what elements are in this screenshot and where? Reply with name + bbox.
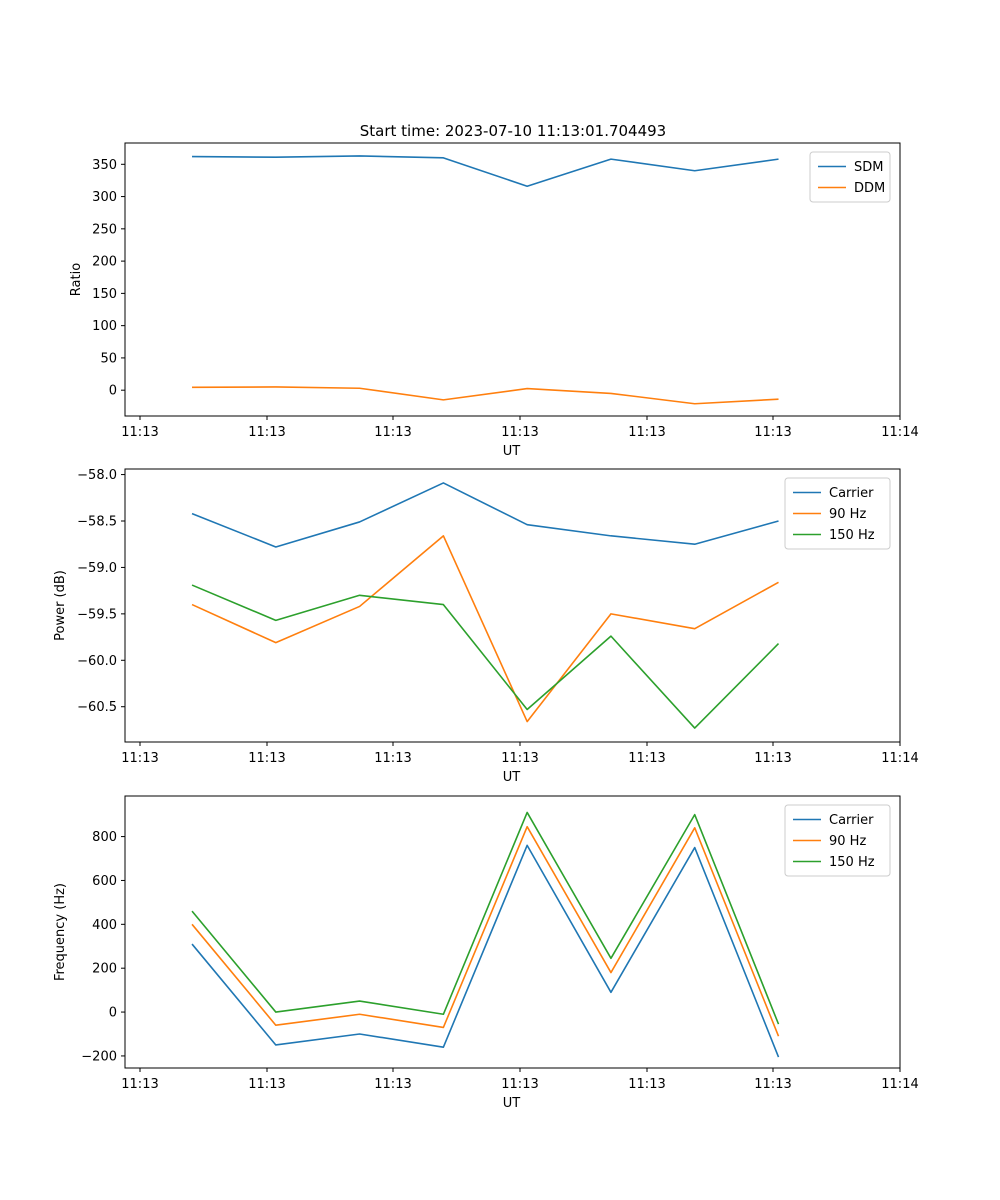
x-tick-label: 11:14 <box>881 425 918 440</box>
y-tick-label: 200 <box>92 962 117 977</box>
plot-frame <box>124 142 901 417</box>
y-axis-label: Power (dB) <box>53 570 68 641</box>
y-tick-label: −59.0 <box>77 561 117 576</box>
x-tick-label: 11:13 <box>628 425 665 440</box>
y-axis-label: Ratio <box>69 263 84 296</box>
y-tick-label: 200 <box>92 255 117 270</box>
panel-3: 11:13 11:13 11:13 11:13 11:13 11:13 11:14 −200 0… <box>53 795 919 1111</box>
y-tick-label: 300 <box>92 190 117 205</box>
y-tick-label: −200 <box>81 1049 117 1064</box>
y-tick-label: −59.5 <box>77 607 117 622</box>
series-carrier <box>191 844 780 1058</box>
y-tick-label: 350 <box>92 158 117 173</box>
legend: SDM DDM <box>809 151 891 203</box>
legend: Carrier 90 Hz 150 Hz <box>784 477 891 550</box>
chart-title: Start time: 2023-07-10 11:13:01.704493 <box>360 122 666 140</box>
series-line <box>191 584 780 729</box>
legend-box <box>784 804 891 877</box>
series-ddm <box>192 386 779 405</box>
series-90-hz <box>191 535 779 723</box>
panel-1: 11:13 11:13 11:13 11:13 11:13 11:13 11:14 0 50 10… <box>69 142 919 459</box>
series-line <box>191 535 779 723</box>
legend-label: 150 Hz <box>829 855 875 870</box>
x-tick-label: 11:13 <box>501 751 538 766</box>
legend: Carrier 90 Hz 150 Hz <box>784 804 891 877</box>
series-150-hz <box>191 584 780 729</box>
x-tick-label: 11:13 <box>754 425 791 440</box>
x-tick-label: 11:13 <box>121 1077 158 1092</box>
series-line <box>192 386 779 405</box>
x-tick-label: 11:13 <box>628 1077 665 1092</box>
x-tick-label: 11:13 <box>628 751 665 766</box>
x-axis-label: UT <box>503 444 521 459</box>
x-tick-label: 11:13 <box>374 1077 411 1092</box>
x-tick-label: 11:13 <box>248 425 285 440</box>
y-tick-label: 0 <box>109 1006 117 1021</box>
y-tick-label: 600 <box>92 874 117 889</box>
x-axis-label: UT <box>503 770 521 785</box>
x-tick-label: 11:13 <box>501 1077 538 1092</box>
y-axis-label: Frequency (Hz) <box>53 883 68 981</box>
y-tick-label: 50 <box>100 351 117 366</box>
legend-label: 90 Hz <box>829 834 866 849</box>
y-tick-label: 0 <box>109 384 117 399</box>
legend-label: Carrier <box>829 486 874 501</box>
legend-label: Carrier <box>829 813 874 828</box>
x-tick-label: 11:13 <box>501 425 538 440</box>
legend-label: DDM <box>854 181 885 196</box>
series-line <box>191 844 780 1058</box>
legend-label: 150 Hz <box>829 528 875 543</box>
x-tick-label: 11:14 <box>881 751 918 766</box>
x-tick-label: 11:13 <box>248 1077 285 1092</box>
series-carrier <box>191 482 779 548</box>
series-line <box>192 155 779 188</box>
legend-label: SDM <box>854 160 883 175</box>
series-90-hz <box>191 825 780 1037</box>
plot-frame <box>124 795 901 1069</box>
series-sdm <box>192 155 779 188</box>
x-tick-label: 11:13 <box>374 751 411 766</box>
x-tick-label: 11:13 <box>754 751 791 766</box>
series-line <box>191 825 780 1037</box>
series-line <box>191 482 779 548</box>
y-tick-label: 800 <box>92 830 117 845</box>
y-tick-label: 400 <box>92 918 117 933</box>
y-tick-label: 250 <box>92 222 117 237</box>
legend-label: 90 Hz <box>829 507 866 522</box>
plot-frame <box>124 468 901 743</box>
legend-box <box>809 151 891 203</box>
x-tick-label: 11:13 <box>754 1077 791 1092</box>
legend-box <box>784 477 891 550</box>
y-tick-label: 150 <box>92 287 117 302</box>
y-tick-label: 100 <box>92 319 117 334</box>
x-tick-label: 11:14 <box>881 1077 918 1092</box>
panels: 11:13 11:13 11:13 11:13 11:13 11:13 11:14 0 50 10… <box>53 142 919 1111</box>
y-tick-label: −60.0 <box>77 654 117 669</box>
x-axis-label: UT <box>503 1096 521 1111</box>
x-tick-label: 11:13 <box>374 425 411 440</box>
x-tick-label: 11:13 <box>121 425 158 440</box>
x-tick-label: 11:13 <box>248 751 285 766</box>
y-tick-label: −58.0 <box>77 468 117 483</box>
series-line <box>191 811 780 1025</box>
x-tick-label: 11:13 <box>121 751 158 766</box>
panel-2: 11:13 11:13 11:13 11:13 11:13 11:13 11:14 −60.5… <box>53 468 919 785</box>
series-150-hz <box>191 811 780 1025</box>
y-tick-label: −60.5 <box>77 700 117 715</box>
y-tick-label: −58.5 <box>77 515 117 530</box>
